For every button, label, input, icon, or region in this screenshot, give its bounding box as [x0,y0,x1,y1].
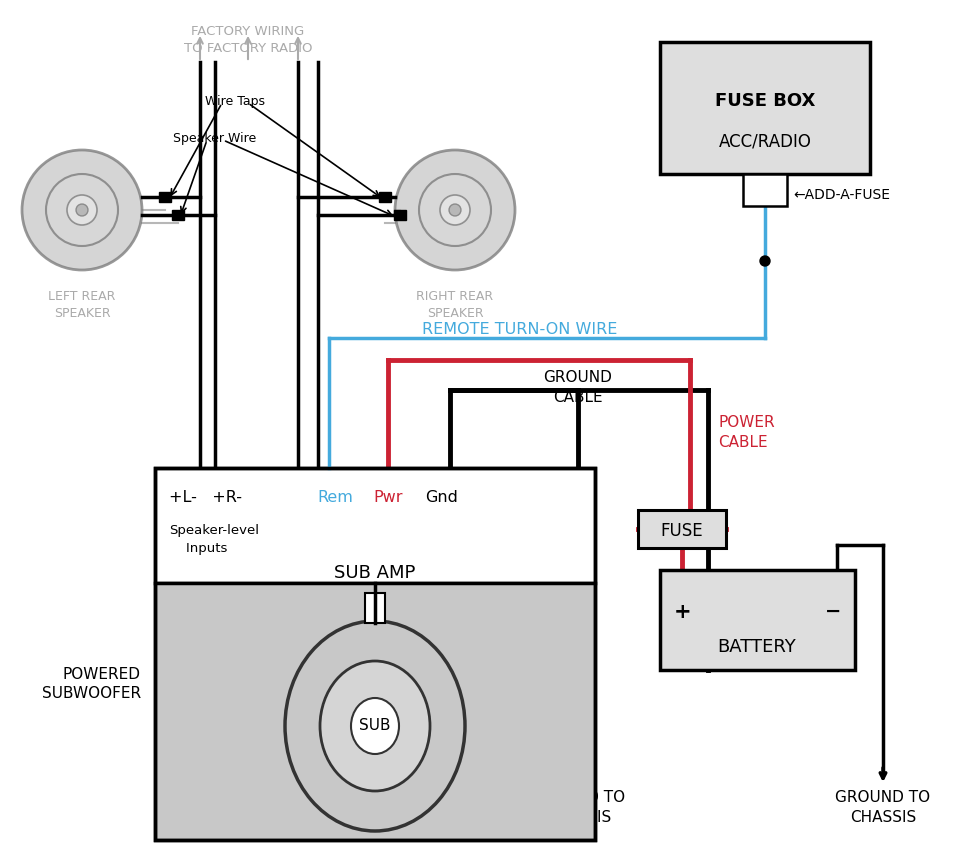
Bar [154,468,594,583]
Circle shape [21,150,142,270]
Text: Speaker Wire: Speaker Wire [173,132,256,145]
Text: FUSE BOX: FUSE BOX [714,92,815,110]
Circle shape [418,174,490,246]
Text: GROUND
CABLE: GROUND CABLE [543,370,612,405]
Circle shape [759,256,769,266]
Text: Gnd: Gnd [425,490,457,505]
Bar [159,192,171,202]
Text: Pwr: Pwr [372,490,403,505]
Text: GROUND TO
CHASSIS: GROUND TO CHASSIS [834,790,929,825]
Text: +: + [673,602,691,622]
Circle shape [448,204,460,216]
Text: FUSE: FUSE [660,522,702,540]
Ellipse shape [351,698,399,754]
Bar [364,593,385,623]
Bar [659,570,854,670]
Circle shape [76,204,88,216]
Text: SUB AMP: SUB AMP [334,564,415,582]
Text: Speaker-level
    Inputs: Speaker-level Inputs [169,524,259,555]
Text: LEFT REAR
SPEAKER: LEFT REAR SPEAKER [48,290,115,320]
Text: SUB: SUB [359,718,391,734]
Text: +L-   +R-: +L- +R- [169,490,241,505]
Circle shape [395,150,515,270]
Bar [154,583,594,840]
Text: Wire Taps: Wire Taps [205,95,265,108]
Text: ACC/RADIO: ACC/RADIO [718,132,811,150]
Bar [172,210,184,220]
Text: BATTERY: BATTERY [717,638,795,656]
Ellipse shape [284,621,464,831]
Bar [743,174,786,206]
Text: Rem: Rem [317,490,353,505]
Circle shape [440,195,470,225]
Text: ←ADD-A-FUSE: ←ADD-A-FUSE [792,188,889,202]
Bar [637,510,725,548]
Circle shape [46,174,118,246]
Text: GROUND TO
CHASSIS: GROUND TO CHASSIS [530,790,625,825]
Text: POWERED
SUBWOOFER: POWERED SUBWOOFER [42,667,141,702]
Bar [379,192,391,202]
Text: RIGHT REAR
SPEAKER: RIGHT REAR SPEAKER [416,290,493,320]
Bar [154,468,594,840]
Ellipse shape [319,661,430,791]
Bar [659,42,870,174]
Text: FACTORY WIRING
TO FACTORY RADIO: FACTORY WIRING TO FACTORY RADIO [184,25,312,55]
Text: −: − [824,602,840,621]
Text: POWER
CABLE: POWER CABLE [717,415,774,450]
Bar [394,210,405,220]
Circle shape [67,195,97,225]
Text: REMOTE TURN-ON WIRE: REMOTE TURN-ON WIRE [422,322,617,337]
